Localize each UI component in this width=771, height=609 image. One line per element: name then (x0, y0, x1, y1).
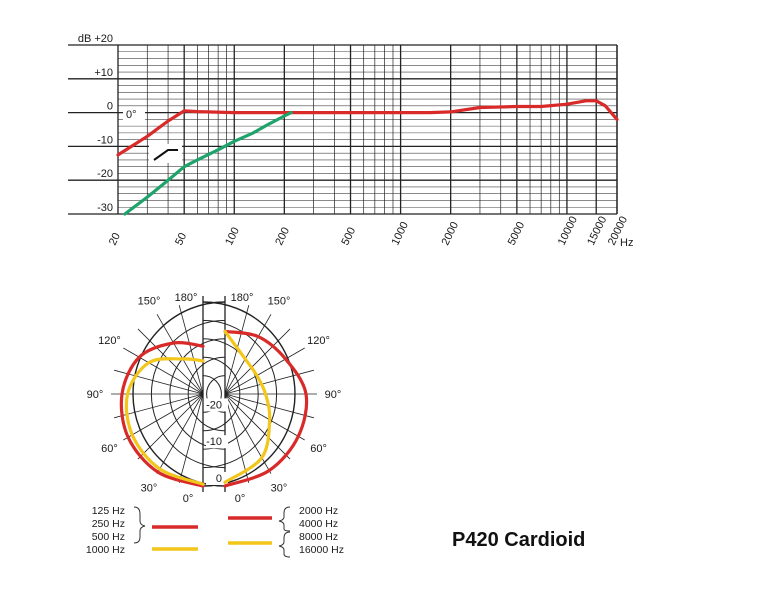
y-tick-label: -10 (97, 134, 113, 146)
filter-icon (153, 149, 178, 161)
polar-spoke (224, 393, 291, 460)
polar-ring (132, 301, 226, 487)
polar-angle-label: 30° (141, 483, 158, 495)
polar-series-8000 Hz / 16000 Hz (223, 329, 272, 484)
polar-angle-label: 60° (101, 443, 118, 455)
y-tick-label: -30 (97, 202, 113, 214)
y-tick-label: -20 (97, 168, 113, 180)
x-tick-label: 100 (223, 226, 242, 248)
x-axis-label: Hz (620, 237, 633, 249)
product-title: P420 Cardioid (452, 529, 585, 551)
polar-pattern-chart: 180° 150° 120° 90° 60° 30° 0° 180° 150° 120° 90° 60… (87, 292, 342, 505)
polar-spoke (224, 314, 272, 395)
legend-brace-right (278, 506, 291, 532)
series-line-low-cut (123, 110, 293, 216)
legend-label-right: 2000 Hz (299, 505, 338, 517)
polar-angle-label: 120° (98, 335, 121, 347)
polar-angle-label: 120° (307, 335, 330, 347)
angle-annotation: 0° (126, 109, 137, 121)
ring-label-bg (206, 398, 228, 412)
polar-spoke (137, 393, 204, 460)
polar-ring (187, 356, 226, 432)
polar-spoke (178, 305, 204, 395)
polar-spoke (224, 347, 305, 395)
polar-ring-label: -20 (206, 399, 222, 411)
polar-angle-label: 180° (231, 292, 254, 304)
polar-spoke (137, 328, 204, 395)
polar-series-1000 Hz (124, 357, 205, 486)
ring-label-bg (206, 472, 228, 485)
x-tick-label: 500 (339, 226, 358, 248)
polar-spoke (178, 393, 204, 483)
x-tick-label: 2000 (440, 220, 462, 247)
x-tick-label: 5000 (506, 220, 528, 247)
polar-spoke (156, 314, 204, 395)
polar-ring-label: -10 (206, 436, 222, 448)
legend-label-left: 125 Hz (92, 505, 125, 517)
x-tick-label: 50 (173, 231, 189, 247)
polar-angle-label: 90° (325, 389, 342, 401)
legend-label-left: 500 Hz (92, 531, 125, 543)
legend-label-right: 4000 Hz (299, 518, 338, 530)
x-tick-label: 10000 (556, 215, 580, 248)
polar-angle-label: 0° (235, 493, 246, 505)
y-tick-label: dB +20 (78, 33, 113, 45)
legend-brace-right (278, 531, 291, 558)
polar-spoke (123, 393, 204, 441)
legend-label-right: 16000 Hz (299, 544, 344, 556)
polar-angle-label: 150° (268, 295, 291, 307)
polar-ring (150, 319, 226, 469)
legend-label-right: 8000 Hz (299, 531, 338, 543)
x-tick-label: 20 (107, 231, 123, 247)
annotation-box (123, 107, 145, 121)
y-tick-label: 0 (107, 101, 113, 113)
x-tick-label: 200 (273, 226, 292, 248)
polar-spoke (156, 393, 204, 474)
legend-brace-left (133, 506, 146, 544)
polar-spoke (224, 393, 250, 483)
polar-angle-label: 30° (271, 483, 288, 495)
polar-angle-label: 180° (175, 292, 198, 304)
polar-spoke (224, 393, 305, 441)
polar-spoke (123, 347, 204, 395)
filter-icon-box (149, 144, 182, 163)
polar-spoke (224, 328, 291, 395)
legend-label-left: 250 Hz (92, 518, 125, 530)
polar-ring-label: 0 (216, 473, 222, 485)
polar-spoke (224, 393, 272, 474)
polar-angle-label: 150° (138, 295, 161, 307)
x-tick-label: 1000 (390, 220, 412, 247)
polar-series-125 Hz / 250 Hz / 500 Hz (119, 340, 205, 488)
series-line-response (116, 99, 619, 157)
polar-series-2000 Hz / 4000 Hz (223, 329, 309, 488)
polar-angle-label: 0° (183, 493, 194, 505)
polar-angle-label: 90° (87, 389, 104, 401)
legend-label-left: 1000 Hz (86, 544, 125, 556)
frequency-response-chart: dB +20 +10 0 -10 -20 -30 20 50 100 200 500 1000 2000… (68, 33, 633, 249)
ring-label-bg (206, 435, 228, 449)
polar-angle-label: 60° (310, 443, 327, 455)
y-tick-label: +10 (94, 67, 113, 79)
